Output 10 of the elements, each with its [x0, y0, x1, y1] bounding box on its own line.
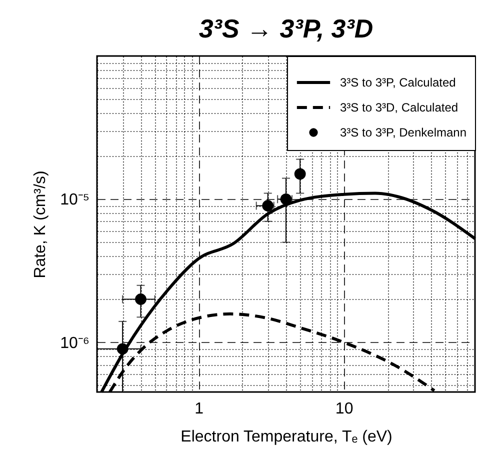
chart-title: 3³S → 3³P, 3³D — [198, 14, 374, 44]
x-tick-label: 1 — [194, 400, 204, 418]
legend-label: 3³S to 3³P, Denkelmann — [340, 126, 467, 140]
x-axis-title: Electron Temperature, Tₑ (eV) — [180, 428, 392, 446]
y-tick-label: 10⁻⁵ — [60, 192, 90, 209]
x-tick-label: 10 — [335, 400, 354, 418]
y-axis-title: Rate, K (cm³/s) — [32, 170, 50, 278]
legend-label: 3³S to 3³D, Calculated — [340, 100, 458, 114]
y-tick-label: 10⁻⁶ — [60, 334, 90, 352]
legend-label: 3³S to 3³P, Calculated — [340, 76, 456, 90]
